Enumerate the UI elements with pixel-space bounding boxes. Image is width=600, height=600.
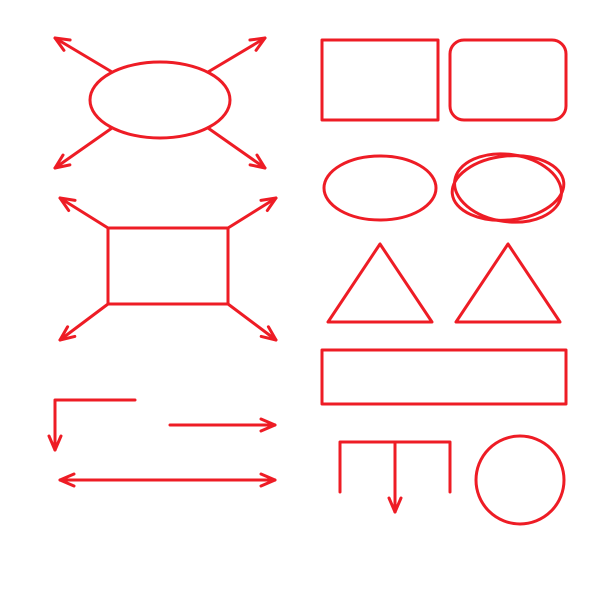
rect-round — [450, 40, 566, 120]
ellipse-hub — [90, 62, 230, 138]
rect-sharp — [322, 40, 438, 120]
ellipse-arrow-2 — [55, 128, 112, 168]
rect-arrow-1 — [228, 198, 276, 228]
ellipse-rough-b — [450, 147, 566, 229]
corner-arrow — [55, 400, 135, 450]
rect-arrow-0 — [60, 198, 108, 228]
ellipse-arrow-1 — [208, 38, 265, 72]
ellipse-arrow-3 — [208, 128, 265, 168]
ellipse-arrow-0 — [55, 38, 112, 72]
ellipse-neat — [324, 156, 436, 220]
rect-arrow-2 — [60, 304, 108, 340]
circle — [476, 436, 564, 524]
long-rect — [322, 350, 566, 404]
rect-hub — [108, 228, 228, 304]
rect-arrow-3 — [228, 304, 276, 340]
triangle-left — [328, 244, 432, 322]
triangle-right — [456, 244, 560, 322]
